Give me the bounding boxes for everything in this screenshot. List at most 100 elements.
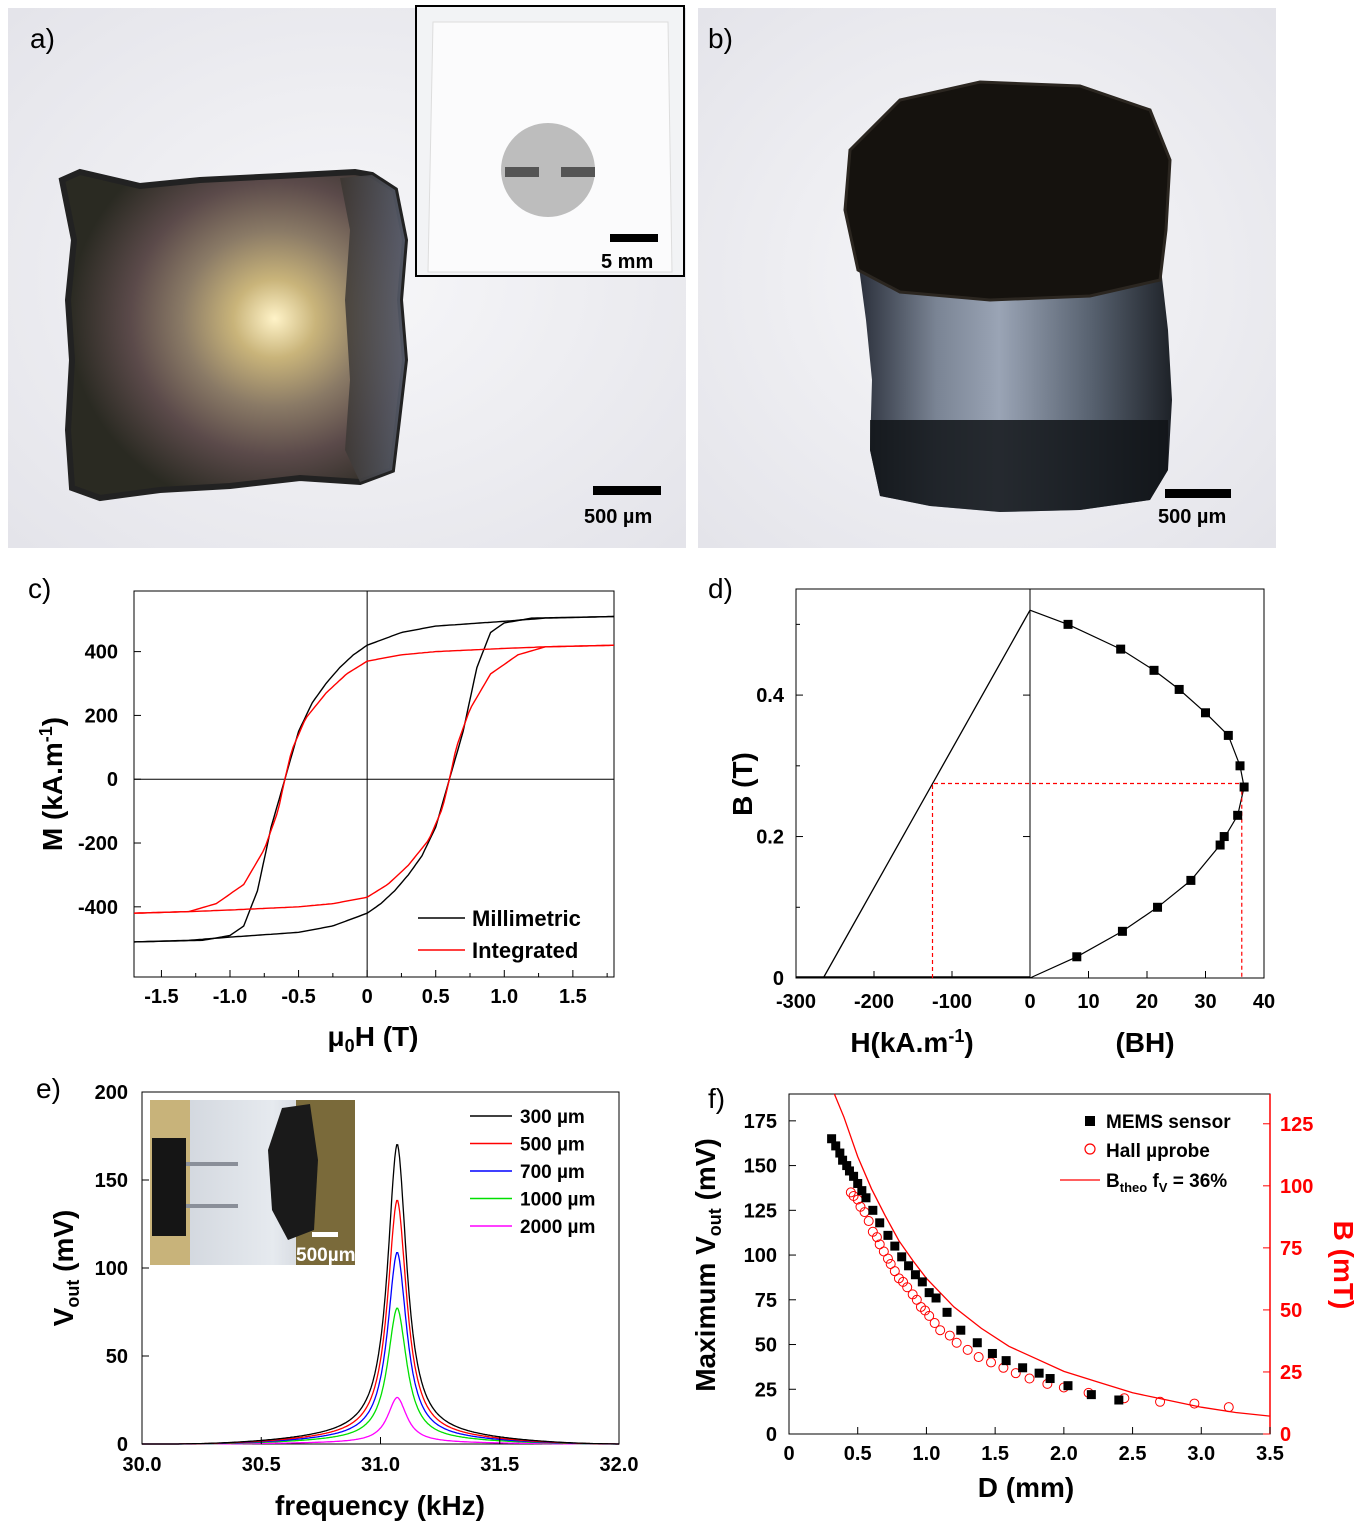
f-mems-point bbox=[861, 1193, 871, 1203]
c-xtick-label: 1.5 bbox=[559, 986, 587, 1008]
f-mems-point bbox=[842, 1161, 852, 1171]
scale-bar-inset-a-label: 5 mm bbox=[601, 251, 653, 273]
d-content bbox=[796, 589, 1249, 979]
legend-e-entry: 1000 µm bbox=[520, 1190, 595, 1211]
f-hall-point bbox=[871, 1232, 882, 1243]
panel-e-label: e) bbox=[36, 1073, 61, 1104]
magnet-integrated-top bbox=[843, 80, 1172, 302]
e-ticks: 30.0 30.5 31.0 31.5 32.0 0 50 100 150 200 bbox=[95, 1082, 639, 1476]
e-curve-700m bbox=[142, 1251, 619, 1445]
e-xtick-label: 30.5 bbox=[242, 1454, 281, 1476]
f-y-axis-label: Maximum Vout (mV) bbox=[690, 1138, 725, 1392]
f-y2tick-label: 100 bbox=[1280, 1176, 1313, 1198]
d-bh-point bbox=[1233, 810, 1243, 820]
c-xtick-label: 0.5 bbox=[422, 986, 450, 1008]
f-mems-point bbox=[838, 1155, 848, 1165]
f-y2tick-label: 125 bbox=[1280, 1114, 1313, 1136]
f-mems-point bbox=[942, 1307, 952, 1317]
plot-frame-c bbox=[133, 590, 615, 978]
f-mems-point bbox=[835, 1148, 845, 1158]
d-bh-point bbox=[1149, 665, 1159, 675]
f-hall-point bbox=[951, 1337, 962, 1348]
c-xtick-label: 1.0 bbox=[490, 986, 518, 1008]
e-ytick-label: 200 bbox=[95, 1082, 128, 1104]
e-ytick-label: 100 bbox=[95, 1258, 128, 1280]
c-curves bbox=[133, 615, 615, 943]
e-curve-300m bbox=[142, 1144, 619, 1445]
f-content bbox=[827, 1093, 1271, 1417]
f-hall-point bbox=[882, 1253, 893, 1264]
e-y-axis-label: Vout (mV) bbox=[48, 1210, 83, 1327]
f-ticks: 0 0.5 1.0 1.5 2.0 2.5 3.0 3.5025507510012515017… bbox=[744, 1111, 1314, 1465]
f-mems-point bbox=[987, 1348, 997, 1358]
f-ytick-label: 25 bbox=[755, 1379, 777, 1401]
legend-e: 300 µm 500 µm 700 µm 1000 µm 2000 µm bbox=[470, 1107, 595, 1238]
f-mems-point bbox=[890, 1241, 900, 1251]
chart-d: d) -300 -200 -100 0 10 20 30 40 0 0.2 0.4 B (T) H(… bbox=[708, 573, 1275, 1058]
d-ytick-label: 0.4 bbox=[756, 685, 785, 707]
f-hall-point bbox=[962, 1344, 973, 1355]
f-hall-point bbox=[1010, 1368, 1021, 1379]
f-mems-point bbox=[844, 1166, 854, 1176]
e-x-axis-label: frequency (kHz) bbox=[275, 1490, 485, 1521]
d-max-bh-guide bbox=[931, 782, 1243, 978]
d-bh-point bbox=[1215, 840, 1225, 850]
c-xtick-label: -1.5 bbox=[144, 986, 178, 1008]
inset-sensor-photo: 500µm bbox=[150, 1100, 356, 1266]
f-y2tick-label: 50 bbox=[1280, 1300, 1302, 1322]
d-bh-point bbox=[1063, 619, 1073, 629]
f-hall-point bbox=[902, 1282, 913, 1293]
inset-e-cantilever-top bbox=[186, 1162, 238, 1166]
f-ytick-label: 0 bbox=[766, 1424, 777, 1446]
d-bh-point bbox=[1072, 952, 1082, 962]
scale-bar-inset-e bbox=[312, 1232, 338, 1237]
legend-f-hall: Hall µprobe bbox=[1106, 1141, 1210, 1162]
e-xtick-label: 31.5 bbox=[480, 1454, 519, 1476]
d-right-xtick-label: 10 bbox=[1077, 991, 1099, 1013]
mold-hole bbox=[501, 123, 595, 217]
f-mems-point bbox=[857, 1186, 867, 1196]
f-hall-point bbox=[845, 1187, 856, 1198]
legend-c: Millimetric Integrated bbox=[418, 906, 581, 963]
d-right-x-axis-label: (BH) bbox=[1115, 1027, 1174, 1058]
f-xtick-label: 1.5 bbox=[981, 1443, 1009, 1465]
e-ytick-label: 50 bbox=[106, 1346, 128, 1368]
d-bh-point bbox=[1174, 684, 1184, 694]
e-curves bbox=[142, 1144, 619, 1445]
legend-c-millimetric: Millimetric bbox=[472, 906, 581, 931]
e-xtick-label: 31.0 bbox=[361, 1454, 400, 1476]
f-y2-axis-label: B (mT) bbox=[1328, 1221, 1359, 1310]
magnet-side-face bbox=[340, 175, 405, 482]
d-right-xtick-label: 30 bbox=[1194, 991, 1216, 1013]
d-bh-point bbox=[1186, 875, 1196, 885]
c-ytick-label: -200 bbox=[78, 833, 118, 855]
legend-f-hall-marker bbox=[1084, 1143, 1096, 1155]
d-left-xtick-label: -100 bbox=[932, 991, 972, 1013]
inset-e-cantilever-bottom bbox=[186, 1204, 238, 1208]
legend-f: MEMS sensor Hall µprobe Btheo fV = 36% bbox=[1060, 1112, 1231, 1195]
f-mems-point bbox=[1086, 1390, 1096, 1400]
d-right-xtick-label: 40 bbox=[1253, 991, 1275, 1013]
d-bh-curve bbox=[1029, 609, 1245, 979]
panel-c-label: c) bbox=[28, 573, 51, 604]
f-mems-point bbox=[924, 1288, 934, 1298]
c-curve-integrated-upper-branch bbox=[133, 644, 615, 914]
c-ytick-label: 200 bbox=[85, 705, 118, 727]
c-curve-integrated-lower-branch bbox=[133, 644, 615, 914]
c-x-axis-label: μ0H (T) bbox=[328, 1021, 419, 1056]
d-bh-point bbox=[1153, 902, 1163, 912]
e-xtick-label: 32.0 bbox=[600, 1454, 639, 1476]
d-left-xtick-label: 0 bbox=[1024, 991, 1035, 1013]
f-xtick-label: 1.0 bbox=[913, 1443, 941, 1465]
d-bh-point bbox=[1239, 782, 1249, 792]
f-xtick-label: 2.5 bbox=[1119, 1443, 1147, 1465]
f-mems-point bbox=[831, 1141, 841, 1151]
f-y2tick-label: 25 bbox=[1280, 1362, 1302, 1384]
f-mems-point bbox=[853, 1178, 863, 1188]
d-bh-point bbox=[1223, 730, 1233, 740]
scale-bar-inset-a bbox=[610, 234, 658, 242]
magnet-integrated-bottom-dark bbox=[870, 420, 1168, 512]
f-hall-point bbox=[944, 1330, 955, 1341]
d-bh-point bbox=[1116, 644, 1126, 654]
f-xtick-label: 3.5 bbox=[1256, 1443, 1284, 1465]
